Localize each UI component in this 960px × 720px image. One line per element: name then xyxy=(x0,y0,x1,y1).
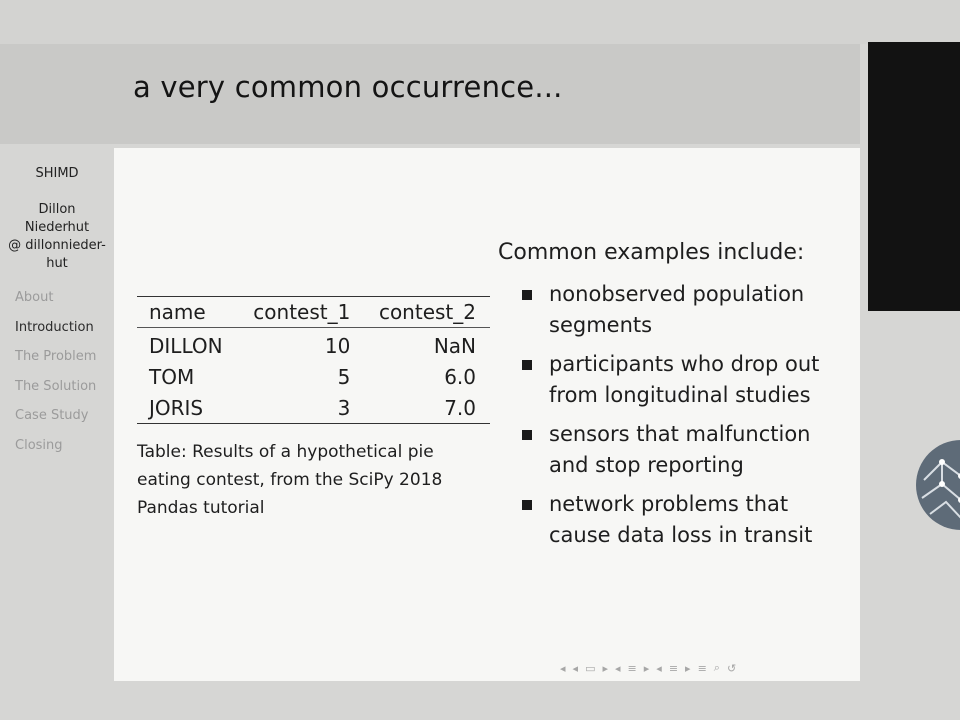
slide-header-band xyxy=(0,44,860,144)
zoom-icon[interactable]: ↺ xyxy=(726,661,737,675)
author-line: hut xyxy=(46,256,68,271)
caption-line: Table: Results of a hypothetical pie xyxy=(137,442,434,462)
square-bullet-icon xyxy=(522,290,532,300)
nav-item-case-study[interactable]: Case Study xyxy=(15,408,89,424)
table-caption: Table: Results of a hypothetical pie eat… xyxy=(137,438,482,522)
column-header: name xyxy=(149,300,206,324)
list-item-line: nonobserved population xyxy=(549,282,805,306)
table-cell: 5 xyxy=(337,364,351,389)
nav-subsection-icon[interactable]: ≡ xyxy=(627,661,637,675)
examples-list: nonobserved population segments particip… xyxy=(522,279,832,559)
nav-item-introduction[interactable]: Introduction xyxy=(15,319,94,335)
column-header: contest_2 xyxy=(378,300,476,324)
table-cell: 3 xyxy=(337,395,351,420)
results-table: name contest_1 contest_2 DILLON 10 NaN T… xyxy=(137,296,490,424)
table-cell: TOM xyxy=(149,364,195,389)
nav-section-back-icon[interactable]: ◂ xyxy=(656,661,662,675)
list-item-line: cause data loss in transit xyxy=(549,523,813,547)
top-strip xyxy=(0,0,960,44)
square-bullet-icon xyxy=(522,360,532,370)
table-cell: 6.0 xyxy=(444,364,476,389)
list-item-line: and stop reporting xyxy=(549,453,744,477)
examples-block: Common examples include: nonobserved pop… xyxy=(498,240,848,547)
nav-section-forward-icon[interactable]: ▸ xyxy=(685,661,691,675)
table-cell: DILLON xyxy=(149,333,223,358)
beamer-navigation-controls: ◂ ◂ ▭ ▸ ◂ ≡ ▸ ◂ ≡ ▸ ≡ ⌕ ↺ xyxy=(560,660,855,676)
nav-frame-back-icon[interactable]: ◂ xyxy=(572,661,579,675)
caption-line: eating contest, from the SciPy 2018 xyxy=(137,470,443,490)
nav-item-closing[interactable]: Closing xyxy=(15,437,63,453)
list-item: network problems that cause data loss in… xyxy=(522,489,832,551)
nav-first-icon[interactable]: ◂ xyxy=(560,661,566,675)
nav-section-icon[interactable]: ≡ xyxy=(668,661,679,675)
table-header-row: name contest_1 contest_2 xyxy=(137,296,490,328)
list-item: participants who drop out from longitudi… xyxy=(522,349,832,411)
nav-subsection-forward-icon[interactable]: ▸ xyxy=(643,661,650,675)
table-cell: 7.0 xyxy=(444,395,476,420)
nav-frame-icon[interactable]: ▭ xyxy=(585,661,596,675)
examples-heading: Common examples include: xyxy=(498,240,805,265)
table-cell: 10 xyxy=(324,333,351,358)
list-item-line: sensors that malfunction xyxy=(549,422,811,446)
dark-panel xyxy=(868,42,960,311)
presentation-short-title: SHIMD xyxy=(35,166,79,181)
section-nav: About Introduction The Problem The Solut… xyxy=(15,290,96,468)
nav-appendix-icon[interactable]: ≡ xyxy=(697,661,707,675)
list-item: nonobserved population segments xyxy=(522,279,832,341)
table-row: DILLON 10 NaN xyxy=(137,328,490,362)
caption-line: Pandas tutorial xyxy=(137,498,265,518)
search-icon[interactable]: ⌕ xyxy=(713,661,720,674)
list-item: sensors that malfunction and stop report… xyxy=(522,419,832,481)
slide-body xyxy=(114,148,860,681)
list-item-line: participants who drop out xyxy=(549,352,820,376)
column-header: contest_1 xyxy=(253,300,351,324)
nav-frame-forward-icon[interactable]: ▸ xyxy=(602,661,608,675)
author-line: @ dillonnieder- xyxy=(8,238,106,253)
nav-item-the-solution[interactable]: The Solution xyxy=(15,378,97,394)
nav-item-about[interactable]: About xyxy=(15,290,54,305)
author-name: Dillon Niederhut @ dillonnieder- hut xyxy=(0,201,114,273)
table-cell: NaN xyxy=(433,333,476,358)
table-row: JORIS 3 7.0 xyxy=(137,392,490,424)
author-line: Dillon xyxy=(38,202,76,217)
nav-subsection-back-icon[interactable]: ◂ xyxy=(615,661,621,675)
logo-icon xyxy=(916,440,960,530)
sidebar: SHIMD Dillon Niederhut @ dillonnieder- h… xyxy=(0,144,114,684)
table-cell: JORIS xyxy=(149,395,204,420)
square-bullet-icon xyxy=(522,430,532,440)
nav-item-the-problem[interactable]: The Problem xyxy=(15,349,97,365)
author-line: Niederhut xyxy=(24,220,90,235)
slide-title: a very common occurrence... xyxy=(133,70,563,104)
list-item-line: network problems that xyxy=(549,492,789,516)
list-item-line: segments xyxy=(549,313,653,337)
list-item-line: from longitudinal studies xyxy=(549,383,811,407)
square-bullet-icon xyxy=(522,500,532,510)
table-row: TOM 5 6.0 xyxy=(137,361,490,392)
